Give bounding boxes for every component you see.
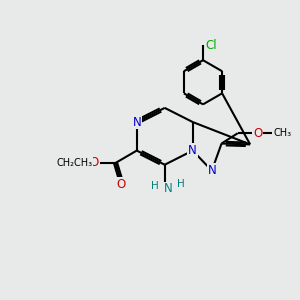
Text: N: N xyxy=(208,164,216,177)
Text: H: H xyxy=(152,181,159,191)
Text: CH₃: CH₃ xyxy=(273,128,291,138)
Text: O: O xyxy=(116,178,125,191)
Text: O: O xyxy=(253,127,262,140)
Text: Cl: Cl xyxy=(206,39,217,52)
Text: N: N xyxy=(164,182,172,195)
Text: O: O xyxy=(90,157,99,169)
Text: H: H xyxy=(177,179,185,189)
Text: N: N xyxy=(132,116,141,128)
Text: N: N xyxy=(188,144,197,157)
Text: CH₂CH₃: CH₂CH₃ xyxy=(57,158,93,168)
